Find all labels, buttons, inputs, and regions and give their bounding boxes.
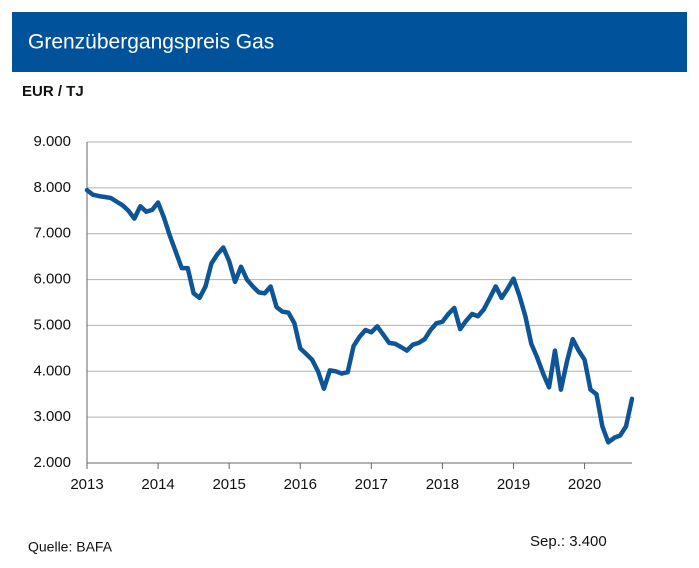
y-tick-label: 8.000 xyxy=(33,179,71,196)
annotation: Sep.: 3.400 xyxy=(530,533,607,550)
x-tick-label: 2013 xyxy=(70,476,103,493)
x-tick-label: 2016 xyxy=(284,476,317,493)
x-tick-label: 2020 xyxy=(568,476,601,493)
y-tick-label: 2.000 xyxy=(33,454,71,471)
y-tick-label: 7.000 xyxy=(33,225,71,242)
data-line xyxy=(84,187,635,445)
x-tick-label: 2014 xyxy=(141,476,174,493)
y-axis-label: EUR / TJ xyxy=(22,83,84,100)
x-tick-label: 2019 xyxy=(497,476,530,493)
source: Quelle: BAFA xyxy=(28,539,113,555)
x-tick-label: 2017 xyxy=(355,476,388,493)
y-tick-label: 6.000 xyxy=(33,271,71,288)
y-tick-label: 4.000 xyxy=(33,362,71,379)
y-tick-label: 3.000 xyxy=(33,408,71,425)
header-bar xyxy=(12,12,687,72)
x-tick-label: 2015 xyxy=(212,476,245,493)
y-tick-label: 5.000 xyxy=(33,316,71,333)
chart-title: Grenzübergangspreis Gas xyxy=(28,31,274,54)
y-tick-label: 9.000 xyxy=(33,133,71,150)
x-tick-label: 2018 xyxy=(426,476,459,493)
